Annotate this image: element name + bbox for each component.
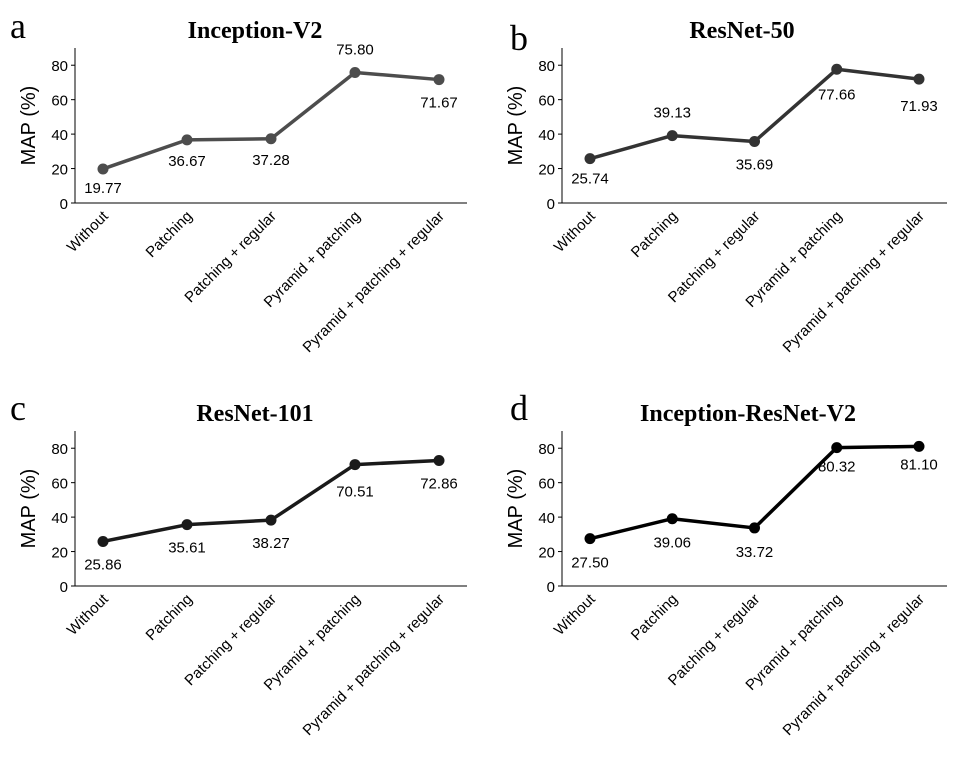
data-label: 80.32 [818,459,856,476]
panel-c: c ResNet-101 0 20 40 60 80 MAP (%) Without Patchi… [10,388,467,739]
panel-b: b ResNet-50 0 20 40 60 80 MAP (%) Without Patchin… [505,18,947,356]
y-tick-label: 20 [51,545,68,562]
x-tick-label: Patching + regular [181,591,279,689]
x-tick-label: Pyramid + patching + regular [780,208,928,356]
y-tick-label: 40 [538,510,555,527]
data-label: 35.61 [168,540,206,557]
panel-a: a Inception-V2 0 20 40 60 80 MAP (%) Without Patc… [10,6,467,356]
data-label: 37.28 [252,152,290,169]
y-axis-label: MAP (%) [18,86,40,166]
x-tick-label: Without [551,207,600,256]
x-tick-label: Without [64,590,113,639]
data-label: 25.74 [571,171,609,188]
data-point [433,74,445,86]
data-label: 36.67 [168,153,206,170]
data-point [265,514,277,526]
y-tick-label: 60 [538,93,555,110]
panel-letter: a [10,6,26,46]
y-tick-label: 80 [51,441,68,458]
y-tick-label: 20 [538,545,555,562]
y-tick-label: 40 [51,127,68,144]
x-tick-label: Without [551,590,600,639]
y-tick-label: 20 [51,162,68,179]
data-label: 27.50 [571,555,609,572]
y-tick-label: 40 [51,510,68,527]
data-point [666,513,678,525]
chart-title: ResNet-50 [689,18,794,44]
data-point [584,533,596,545]
data-point [97,535,109,547]
data-label: 38.27 [252,535,290,552]
data-label: 77.66 [818,86,856,103]
panel-letter: c [10,388,26,428]
data-point [265,133,277,145]
y-tick-label: 60 [51,93,68,110]
data-point [349,66,361,78]
y-axis-label: MAP (%) [505,86,527,166]
x-tick-label: Patching + regular [181,208,279,306]
y-tick-label: 20 [538,162,555,179]
chart-title: Inception-V2 [188,18,323,44]
data-label: 39.13 [653,105,691,122]
x-tick-label: Without [64,207,113,256]
data-label: 39.06 [653,535,691,552]
y-tick-label: 80 [538,58,555,75]
x-tick-label: Patching [628,208,681,261]
x-tick-label: Pyramid + patching + regular [300,208,448,356]
data-point [433,455,445,467]
chart-title: Inception-ResNet-V2 [640,401,856,427]
x-tick-label: Patching [628,591,681,644]
data-point [913,73,925,85]
y-axis-label: MAP (%) [18,469,40,549]
y-axis-label: MAP (%) [505,469,527,549]
data-label: 71.67 [420,95,458,112]
y-tick-label: 0 [547,196,555,213]
data-point [913,440,925,452]
x-tick-label: Pyramid + patching + regular [300,591,448,739]
data-label: 75.80 [336,41,374,58]
y-tick-label: 60 [538,476,555,493]
y-tick-label: 40 [538,127,555,144]
x-tick-label: Patching [143,208,196,261]
y-tick-label: 0 [60,196,68,213]
data-label: 70.51 [336,484,374,501]
data-point [831,63,843,75]
y-tick-label: 80 [51,58,68,75]
y-tick-label: 80 [538,441,555,458]
data-point [349,459,361,471]
data-label: 81.10 [900,456,938,473]
data-point [749,136,760,148]
series-line [102,458,440,544]
data-point [181,519,193,531]
panel-letter: d [510,388,528,428]
data-label: 72.86 [420,476,458,493]
y-tick-label: 60 [51,476,68,493]
data-point [181,134,193,146]
data-label: 19.77 [84,180,122,197]
data-point [831,442,843,454]
data-label: 33.72 [736,544,774,561]
data-label: 25.86 [84,556,122,573]
chart-title: ResNet-101 [196,401,313,427]
data-label: 35.69 [736,157,774,174]
data-point [97,163,109,175]
panel-d: d Inception-ResNet-V2 0 20 40 60 80 MAP (%) With… [505,388,947,739]
data-point [584,153,596,165]
panel-letter: b [510,18,528,58]
y-tick-label: 0 [60,579,68,596]
x-tick-label: Pyramid + patching + regular [780,591,928,739]
data-point [666,130,678,142]
data-point [749,522,760,534]
data-label: 71.93 [900,98,938,115]
x-tick-label: Patching [143,591,196,644]
y-tick-label: 0 [547,579,555,596]
